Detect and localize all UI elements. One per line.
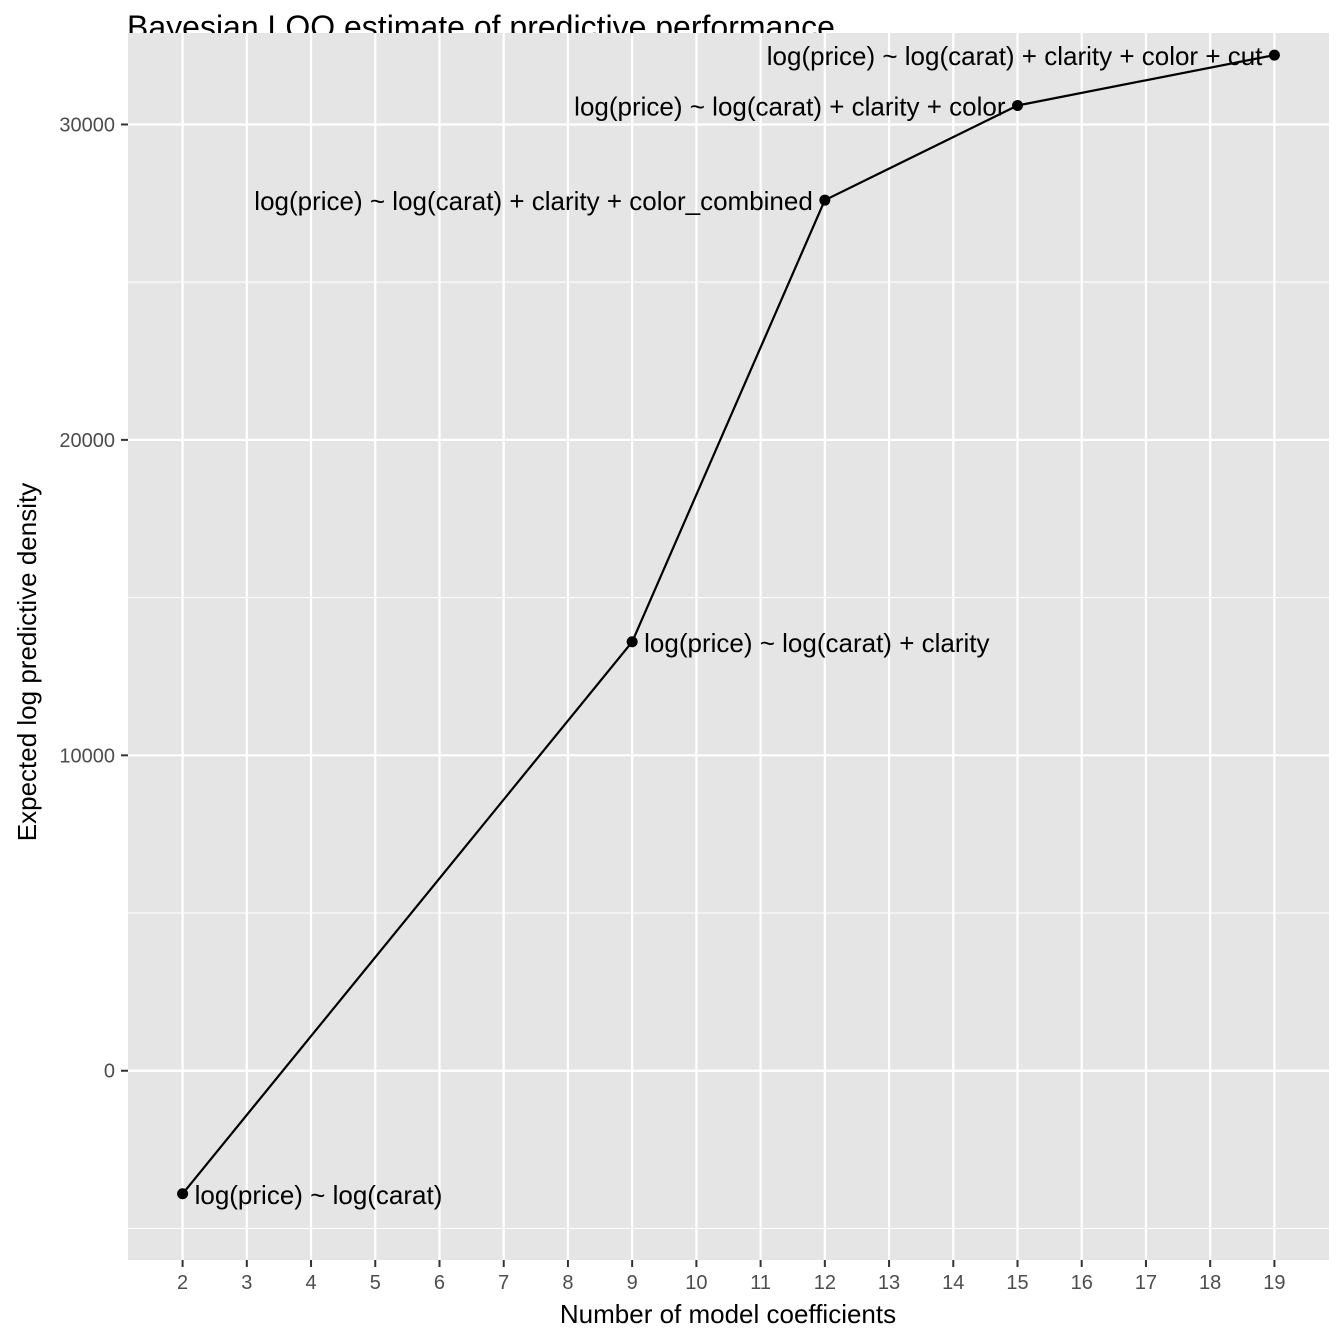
point-label: log(price) ~ log(carat) + clarity + colo… xyxy=(767,41,1263,71)
x-tick-label: 11 xyxy=(750,1272,771,1294)
x-tick-label: 16 xyxy=(1071,1272,1093,1294)
data-point xyxy=(819,194,831,206)
data-point xyxy=(177,1188,189,1200)
point-label: log(price) ~ log(carat) + clarity + colo… xyxy=(574,92,1006,122)
y-axis-title: Expected log predictive density xyxy=(12,483,42,841)
y-tick-label: 10000 xyxy=(59,745,115,767)
point-labels: log(price) ~ log(carat) log(price) ~ log(… xyxy=(195,41,1264,1210)
x-tick-label: 12 xyxy=(814,1272,836,1294)
x-axis-title: Number of model coefficients xyxy=(560,1299,896,1329)
point-label: log(price) ~ log(carat) xyxy=(195,1180,443,1210)
point-label: log(price) ~ log(carat) + clarity + colo… xyxy=(254,186,813,216)
point-label: log(price) ~ log(carat) + clarity xyxy=(644,628,989,658)
x-tick-label: 10 xyxy=(685,1272,707,1294)
y-tick-label: 20000 xyxy=(59,430,115,452)
x-tick-label: 2 xyxy=(177,1272,188,1294)
major-gridlines xyxy=(128,33,1329,1260)
data-point xyxy=(626,636,638,648)
data-series xyxy=(177,49,1280,1200)
x-tick-label: 3 xyxy=(241,1272,252,1294)
y-axis: 0 10000 20000 30000 xyxy=(59,114,128,1083)
data-point xyxy=(1268,49,1280,61)
x-tick-label: 9 xyxy=(627,1272,638,1294)
x-tick-label: 15 xyxy=(1006,1272,1028,1294)
x-tick-label: 7 xyxy=(498,1272,509,1294)
x-tick-label: 19 xyxy=(1263,1272,1285,1294)
data-point xyxy=(1012,100,1024,112)
x-tick-label: 17 xyxy=(1135,1272,1157,1294)
x-axis: 2 3 4 5 6 7 8 9 10 11 12 13 14 15 16 17 18 19 xyxy=(177,1260,1286,1294)
plot-panel xyxy=(128,33,1329,1260)
x-tick-label: 6 xyxy=(434,1272,445,1294)
x-tick-label: 14 xyxy=(942,1272,964,1294)
x-tick-label: 18 xyxy=(1199,1272,1221,1294)
x-tick-label: 5 xyxy=(370,1272,381,1294)
x-tick-label: 8 xyxy=(562,1272,573,1294)
x-tick-label: 4 xyxy=(305,1272,316,1294)
x-tick-label: 13 xyxy=(878,1272,900,1294)
minor-gridlines xyxy=(128,281,1329,1229)
y-tick-label: 30000 xyxy=(59,114,115,136)
y-tick-label: 0 xyxy=(104,1061,115,1083)
